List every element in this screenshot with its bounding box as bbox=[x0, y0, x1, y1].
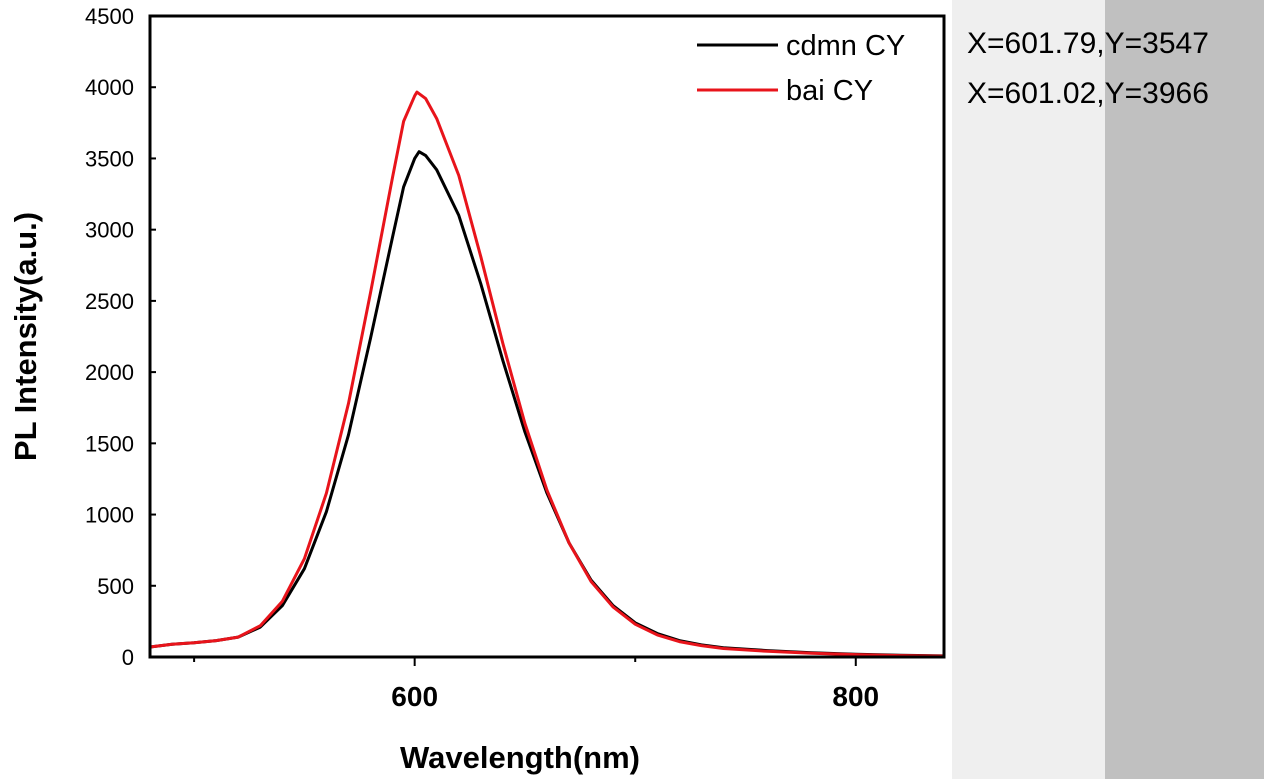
x-axis-ticks: 600 800 bbox=[193, 657, 879, 712]
y-tick-label-1500: 1500 bbox=[85, 431, 134, 456]
y-tick-label-0: 0 bbox=[122, 645, 134, 670]
series-layer bbox=[149, 90, 945, 658]
y-tick-label-4500: 4500 bbox=[85, 4, 134, 29]
y-tick-label-2000: 2000 bbox=[85, 360, 134, 385]
y-tick-label-2500: 2500 bbox=[85, 289, 134, 314]
x-tick-label-600: 600 bbox=[391, 681, 438, 712]
series-line-cdmn-cy bbox=[149, 150, 945, 658]
y-axis-title: PL Intensity(a.u.) bbox=[8, 212, 43, 461]
readout-bai: X=601.02,Y=3966 bbox=[967, 77, 1209, 110]
y-tick-label-500: 500 bbox=[97, 574, 134, 599]
legend-label-bai-cy: bai CY bbox=[786, 75, 873, 107]
readout-panel-light bbox=[952, 0, 1105, 779]
pl-chart: 0 500 1000 1500 2000 2500 3000 3500 4000 4500 600… bbox=[8, 4, 946, 775]
y-tick-label-1000: 1000 bbox=[85, 503, 134, 528]
y-tick-label-4000: 4000 bbox=[85, 75, 134, 100]
legend: cdmn CY bai CY bbox=[697, 30, 905, 107]
y-tick-label-3500: 3500 bbox=[85, 146, 134, 171]
readout-cdmn: X=601.79,Y=3547 bbox=[967, 27, 1209, 60]
x-tick-label-800: 800 bbox=[832, 681, 879, 712]
x-axis-title: Wavelength(nm) bbox=[400, 740, 640, 775]
y-axis-ticks: 0 500 1000 1500 2000 2500 3000 3500 4000 4500 bbox=[85, 4, 156, 670]
legend-label-cdmn-cy: cdmn CY bbox=[786, 30, 905, 62]
readout-panel-dark bbox=[1105, 0, 1264, 779]
y-tick-label-3000: 3000 bbox=[85, 218, 134, 243]
plot-frame bbox=[148, 14, 946, 659]
series-line-bai-cy bbox=[149, 90, 945, 658]
